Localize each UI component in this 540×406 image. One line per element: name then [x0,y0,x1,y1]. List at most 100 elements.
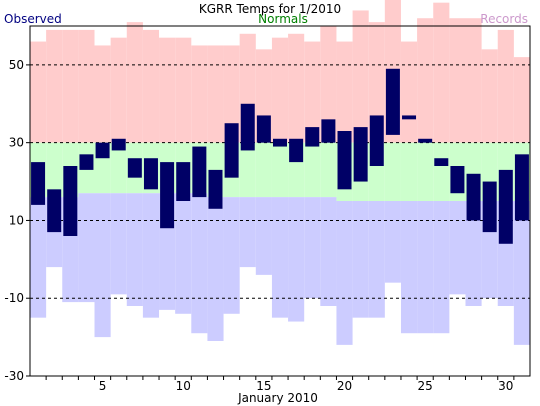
normal-range-band [239,142,256,198]
record-low-band [352,201,369,318]
record-high-band [271,37,289,143]
x-axis-label: January 2010 [237,391,318,405]
record-low-band [417,201,434,334]
record-high-band [46,29,63,143]
record-high-band [449,18,466,143]
record-low-band [384,201,401,283]
normal-range-band [255,142,272,198]
record-low-band [304,197,321,299]
record-low-band [336,201,353,345]
record-low-band [255,197,272,275]
record-low-band [142,193,160,318]
record-low-band [513,201,530,345]
record-high-band [175,37,192,143]
normal-range-band [417,142,434,201]
observed-bar [176,162,191,201]
record-high-band [78,29,95,143]
record-high-band [288,33,305,143]
record-high-band [110,37,127,143]
record-high-band [417,18,434,143]
observed-bar [369,115,384,166]
observed-bar [402,115,417,120]
x-tick-label: 25 [418,379,433,393]
observed-bar [498,169,513,244]
y-tick-label: 50 [9,58,24,72]
record-high-band [513,57,530,143]
observed-bar [321,119,336,143]
record-high-band [30,41,47,143]
x-tick-label: 15 [256,379,271,393]
record-low-band [449,201,466,295]
record-high-band [465,18,482,143]
observed-bar [111,138,126,151]
record-high-band [142,29,160,143]
observed-bar [289,138,304,163]
record-low-band [400,201,418,334]
observed-bar [482,181,497,233]
record-low-band [239,197,256,268]
record-low-band [94,193,111,338]
record-low-band [223,197,240,314]
observed-bar [353,127,368,182]
record-low-band [207,197,224,341]
observed-bar [31,162,46,205]
x-tick-label: 10 [176,379,191,393]
record-high-band [481,49,498,143]
record-low-band [30,197,47,318]
observed-bar [127,158,142,178]
observed-bar [273,138,287,147]
y-tick-label: -30 [4,369,24,383]
record-high-band [62,29,79,143]
legend-records: Records [480,12,528,26]
legend-normals: Normals [258,12,308,26]
record-low-band [175,193,192,314]
record-high-band [159,37,176,143]
axis-layer: -30 -10 10 30 50 5 10 15 20 25 30 [4,25,531,393]
record-high-band [497,29,514,143]
record-low-band [126,193,143,306]
observed-bar [79,154,94,170]
observed-bar [466,173,481,221]
record-high-band [191,45,208,143]
normal-range-band [320,142,337,198]
record-low-band [465,201,482,306]
x-tick-label: 5 [99,379,107,393]
record-low-band [320,197,337,306]
normal-range-band [46,142,63,198]
observed-bar [337,131,352,190]
record-low-band [271,197,289,318]
record-high-band [400,41,418,143]
y-tick-label: -10 [4,291,24,305]
observed-bar [450,166,465,194]
legend-observed: Observed [4,12,62,26]
record-low-band [191,193,208,334]
observed-bar [434,158,449,166]
record-high-band [352,10,369,143]
plot-frame [29,25,531,377]
observed-bar [47,189,62,233]
observed-bar [192,146,207,198]
observed-bar [514,154,529,221]
normal-range-band [304,142,321,198]
normal-range-band [400,142,418,201]
y-tick-label: 30 [9,136,24,150]
observed-bar [385,68,400,135]
record-high-band [433,2,450,143]
gridline-layer [30,64,530,299]
record-high-band [223,45,240,143]
observed-bar [305,127,320,147]
normal-range-band [271,142,289,198]
record-high-band [304,41,321,143]
observed-bar [240,103,255,151]
observed-bar [224,123,239,178]
record-low-band [78,193,95,303]
record-low-band [288,197,305,322]
observed-bar [160,162,175,229]
y-tick-label: 10 [9,213,24,227]
record-high-band [207,45,224,143]
normal-range-band [110,142,127,194]
record-high-band [368,22,385,143]
record-high-band [336,41,353,143]
